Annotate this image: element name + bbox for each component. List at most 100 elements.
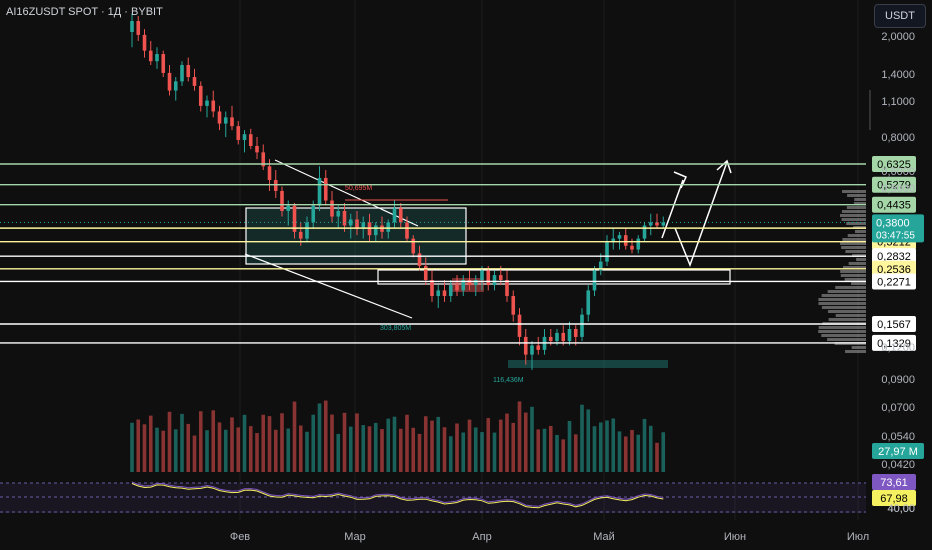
candle-body <box>230 117 234 127</box>
level-price-badge <box>872 196 916 213</box>
time-tick-label: Мар <box>344 531 366 543</box>
volume-bar <box>611 418 616 472</box>
candle-body <box>223 117 228 124</box>
volume-bar <box>336 433 341 472</box>
candle-body <box>205 100 209 106</box>
volume-profile-bar <box>841 218 866 221</box>
countdown-label: 03:47:55 <box>876 230 915 241</box>
candle-body <box>361 222 366 229</box>
candle-body <box>580 314 584 337</box>
volume-profile-bar <box>846 222 866 225</box>
price-tick-label: 0,5000 <box>881 183 915 195</box>
volume-bar <box>505 413 509 472</box>
volume-bar <box>267 416 272 472</box>
level-price-badge <box>872 176 916 193</box>
candle-body <box>186 64 191 78</box>
rsi-badge <box>872 474 916 490</box>
candle-body <box>305 222 309 239</box>
level-price-badge <box>872 334 916 351</box>
horizontal-levels[interactable]: 0,63250,52790,44350,36160,32120,28320,25… <box>0 156 924 515</box>
volume-label: 27,97 M <box>878 446 918 458</box>
candle-body <box>167 72 172 91</box>
candle-body <box>423 265 428 280</box>
accumulation-box <box>245 207 467 265</box>
price-tick-label: 1,1000 <box>881 96 915 108</box>
volume-profile-bar <box>835 314 866 317</box>
level-price-label: 0,2271 <box>877 276 911 288</box>
currency-button[interactable]: USDT <box>874 4 926 28</box>
volume-annotation: 303,805M <box>380 325 411 332</box>
candle-body <box>148 50 153 62</box>
candle-body <box>130 21 134 32</box>
volume-bar <box>530 406 534 472</box>
volume-bar <box>348 426 353 472</box>
support-box <box>377 269 731 285</box>
candle-body <box>536 345 541 350</box>
volume-annotation: 116,436M <box>493 377 524 384</box>
fvg-box <box>508 360 668 368</box>
volume-profile-bar <box>853 202 866 205</box>
candle-body <box>336 210 341 217</box>
arrow-head-2 <box>716 159 732 174</box>
volume-bar <box>473 427 478 472</box>
volume-profile-bar <box>842 238 866 241</box>
candle-body <box>248 134 253 147</box>
volume-profile-bar <box>856 258 866 261</box>
volume-annotation: 50,695M <box>345 185 372 192</box>
rsi-ma-line <box>131 483 664 509</box>
level-price-label: 0,4435 <box>877 200 911 212</box>
price-tick-label: 0,8000 <box>881 132 915 144</box>
price-tick-label: 0,0540 <box>881 431 915 443</box>
volume-profile-bar <box>840 214 866 217</box>
candle-body <box>342 210 347 226</box>
rsi-level-label: 40,00 <box>887 503 915 515</box>
volume-bar <box>342 412 347 472</box>
candle-body <box>492 275 497 286</box>
candle-body <box>311 205 316 223</box>
rsi-value-label: 73,61 <box>880 477 908 489</box>
price-tick-label: 2,0000 <box>881 31 915 43</box>
drawings[interactable]: 50,695M 303,805M 116,436M <box>244 159 732 384</box>
volume-bar <box>405 414 409 472</box>
time-axis: Фев Мар Апр Май Июн Июл <box>230 531 869 543</box>
candle-body <box>430 279 434 297</box>
candle-body <box>630 245 634 250</box>
candle-body <box>655 222 659 226</box>
volume-bar <box>442 427 447 472</box>
candle-body <box>386 222 391 232</box>
candle-body <box>505 279 509 297</box>
candle-body <box>661 222 666 226</box>
candle-body <box>267 166 272 181</box>
volume-bars <box>130 400 666 472</box>
volume-bar <box>330 414 334 472</box>
volume-bar <box>430 420 434 472</box>
candle-body <box>392 208 397 223</box>
volume-bar <box>292 401 297 472</box>
volume-profile-bar <box>851 346 866 349</box>
level-price-badge <box>872 156 916 172</box>
candle-body <box>417 253 422 266</box>
price-tick-label: 0,0700 <box>881 402 915 414</box>
candle-body <box>136 21 141 35</box>
candle-body <box>636 238 641 250</box>
volume-bar <box>567 420 572 472</box>
volume-bar <box>230 417 234 472</box>
candle-body <box>236 126 241 140</box>
volume-profile-bar <box>828 318 866 321</box>
volume-bar <box>305 431 309 472</box>
volume-bar <box>542 428 547 472</box>
current-price-label: 0,3800 <box>876 217 910 229</box>
candle-body <box>292 205 297 232</box>
candle-body <box>586 290 591 315</box>
volume-bar <box>242 414 247 472</box>
volume-bar <box>498 419 503 472</box>
volume-bar <box>548 425 553 472</box>
volume-bar <box>261 414 266 472</box>
time-tick-label: Фев <box>230 531 250 543</box>
candle-body <box>448 285 453 297</box>
price-axis: 2,0000 1,4000 1,1000 0,8000 0,6000 0,5000 0,12… <box>869 31 915 515</box>
volume-bar <box>323 400 328 472</box>
time-tick-label: Июл <box>847 531 869 543</box>
volume-bar <box>411 427 416 472</box>
